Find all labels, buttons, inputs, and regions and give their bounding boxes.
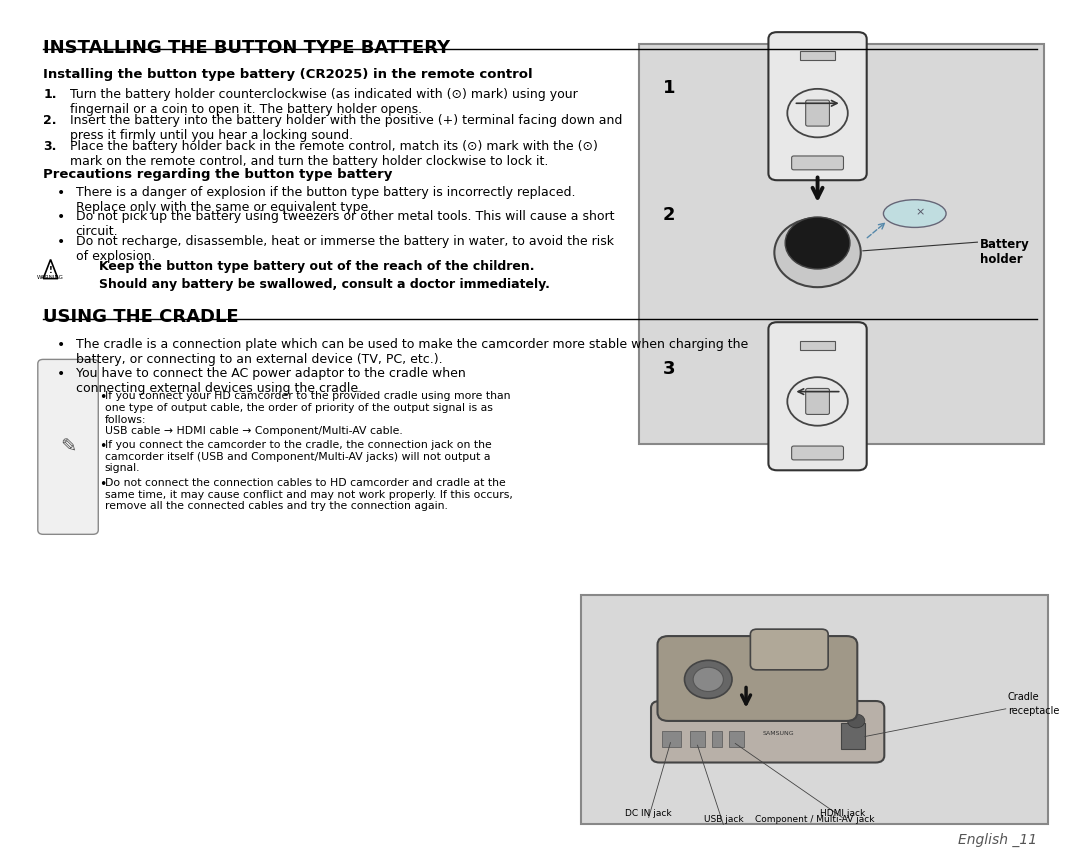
- Text: •: •: [57, 186, 66, 200]
- Text: ✎: ✎: [59, 437, 77, 456]
- Text: English _11: English _11: [958, 833, 1037, 847]
- FancyBboxPatch shape: [806, 389, 829, 415]
- Text: There is a danger of explosion if the button type battery is incorrectly replace: There is a danger of explosion if the bu…: [76, 186, 576, 214]
- Text: holder: holder: [980, 254, 1022, 267]
- Text: •: •: [99, 391, 107, 404]
- Text: If you connect your HD camcorder to the provided cradle using more than
one type: If you connect your HD camcorder to the …: [105, 391, 510, 436]
- Circle shape: [685, 660, 732, 698]
- FancyBboxPatch shape: [806, 100, 829, 126]
- Text: Do not recharge, disassemble, heat or immerse the battery in water, to avoid the: Do not recharge, disassemble, heat or im…: [76, 235, 613, 262]
- FancyBboxPatch shape: [38, 359, 98, 534]
- Text: Keep the button type battery out of the reach of the children.: Keep the button type battery out of the …: [99, 260, 535, 273]
- Text: 3: 3: [663, 360, 676, 378]
- Text: If you connect the camcorder to the cradle, the connection jack on the
camcorder: If you connect the camcorder to the crad…: [105, 440, 491, 473]
- Circle shape: [785, 217, 850, 269]
- Text: Should any battery be swallowed, consult a doctor immediately.: Should any battery be swallowed, consult…: [99, 278, 550, 291]
- FancyBboxPatch shape: [639, 44, 1044, 444]
- FancyBboxPatch shape: [651, 701, 885, 763]
- Text: Cradle: Cradle: [1008, 692, 1040, 701]
- Circle shape: [693, 667, 724, 691]
- Text: Component / Multi-AV jack: Component / Multi-AV jack: [755, 815, 874, 824]
- Text: Do not connect the connection cables to HD camcorder and cradle at the
same time: Do not connect the connection cables to …: [105, 478, 513, 511]
- Text: 2.: 2.: [43, 114, 57, 127]
- Text: The cradle is a connection plate which can be used to make the camcorder more st: The cradle is a connection plate which c…: [76, 338, 747, 365]
- Text: !: !: [49, 267, 53, 275]
- Text: USING THE CRADLE: USING THE CRADLE: [43, 308, 239, 326]
- Text: Insert the battery into the battery holder with the positive (+) terminal facing: Insert the battery into the battery hold…: [70, 114, 622, 142]
- Text: WARNING: WARNING: [37, 275, 64, 281]
- FancyBboxPatch shape: [658, 636, 858, 721]
- Text: •: •: [57, 210, 66, 224]
- Text: Battery: Battery: [980, 238, 1029, 251]
- Text: Precautions regarding the button type battery: Precautions regarding the button type ba…: [43, 168, 392, 181]
- Text: ×: ×: [916, 207, 924, 216]
- Bar: [800, 51, 835, 60]
- Bar: [729, 731, 744, 746]
- Text: receptacle: receptacle: [1008, 706, 1059, 715]
- Text: You have to connect the AC power adaptor to the cradle when
connecting external : You have to connect the AC power adaptor…: [76, 367, 465, 395]
- Bar: [662, 731, 681, 746]
- Bar: [841, 722, 865, 748]
- Text: USB jack: USB jack: [703, 816, 743, 824]
- FancyBboxPatch shape: [581, 595, 1048, 824]
- Text: Turn the battery holder counterclockwise (as indicated with (⊙) mark) using your: Turn the battery holder counterclockwise…: [70, 88, 578, 116]
- Text: HDMI jack: HDMI jack: [820, 809, 865, 818]
- Text: SAMSUNG: SAMSUNG: [762, 731, 794, 735]
- Text: 1: 1: [663, 79, 676, 97]
- FancyBboxPatch shape: [769, 322, 867, 470]
- Text: •: •: [99, 478, 107, 491]
- Text: •: •: [99, 440, 107, 453]
- FancyBboxPatch shape: [751, 629, 828, 670]
- Circle shape: [848, 714, 865, 727]
- Text: Do not pick up the battery using tweezers or other metal tools. This will cause : Do not pick up the battery using tweezer…: [76, 210, 615, 238]
- Circle shape: [774, 218, 861, 288]
- Text: •: •: [57, 367, 66, 381]
- Bar: [800, 341, 835, 350]
- Text: Place the battery holder back in the remote control, match its (⊙) mark with the: Place the battery holder back in the rem…: [70, 140, 598, 168]
- Bar: [712, 731, 723, 746]
- FancyBboxPatch shape: [792, 446, 843, 460]
- Text: 1.: 1.: [43, 88, 57, 101]
- Text: 3.: 3.: [43, 140, 56, 153]
- Ellipse shape: [883, 200, 946, 228]
- FancyBboxPatch shape: [792, 156, 843, 170]
- Text: Installing the button type battery (CR2025) in the remote control: Installing the button type battery (CR20…: [43, 68, 532, 81]
- Text: INSTALLING THE BUTTON TYPE BATTERY: INSTALLING THE BUTTON TYPE BATTERY: [43, 39, 450, 57]
- Text: DC IN jack: DC IN jack: [625, 809, 672, 818]
- FancyBboxPatch shape: [769, 32, 867, 180]
- Text: •: •: [57, 235, 66, 249]
- Text: 2: 2: [663, 206, 676, 224]
- Text: •: •: [57, 338, 66, 352]
- Bar: [690, 731, 705, 746]
